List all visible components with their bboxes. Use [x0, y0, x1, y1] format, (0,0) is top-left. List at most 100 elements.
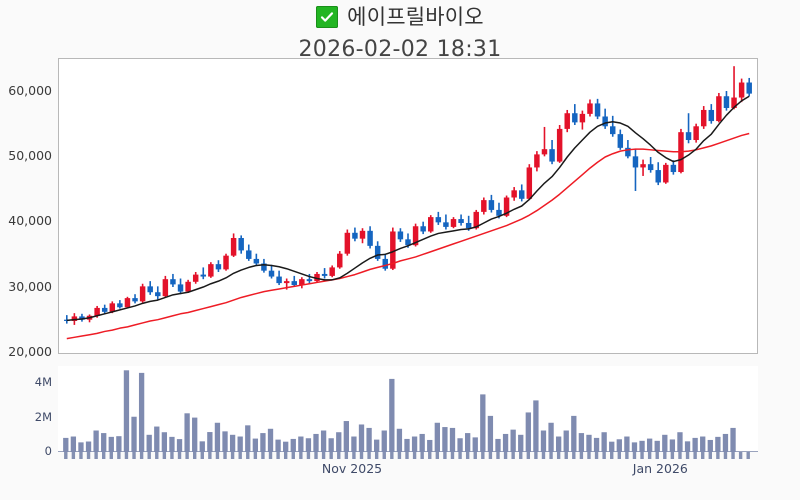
candle-body — [412, 226, 419, 246]
volume-bar — [267, 428, 274, 452]
date-axis-tick-label: Jan 2026 — [632, 461, 688, 476]
candle-body — [94, 307, 100, 316]
candle-body — [617, 134, 624, 148]
candle-body — [405, 239, 411, 246]
timestamp-label: 2026-02-02 18:31 — [298, 37, 502, 62]
volume-bar — [138, 372, 145, 452]
volume-bar — [510, 429, 516, 452]
candle-body — [685, 132, 692, 141]
volume-bar — [343, 421, 349, 452]
volume-bar — [245, 425, 251, 452]
volume-bar — [192, 417, 198, 452]
candle-body — [428, 217, 434, 232]
price-axis-tick-label: 20,000 — [8, 344, 52, 359]
candle-body — [374, 245, 381, 259]
candle-body — [79, 316, 85, 320]
candle-body — [655, 170, 661, 183]
candle-body — [647, 164, 654, 171]
candle-body — [71, 316, 78, 321]
candle-body — [367, 230, 373, 246]
candle-body — [238, 238, 244, 251]
candle-body — [450, 219, 457, 227]
candle-body — [162, 279, 169, 297]
candle-body — [443, 222, 449, 227]
volume-bar — [616, 439, 622, 452]
volume-bar — [358, 424, 365, 452]
candle-body — [246, 250, 252, 259]
volume-bar — [366, 427, 372, 452]
volume-bar — [707, 439, 713, 452]
volume-bar — [169, 436, 175, 452]
candle-body — [435, 217, 442, 223]
volume-bar — [237, 436, 243, 452]
candle-body — [147, 286, 153, 293]
volume-bar — [305, 438, 312, 452]
candle-body — [344, 232, 351, 254]
volume-bar — [442, 427, 448, 452]
green-check-icon — [316, 6, 339, 28]
volume-bar — [449, 427, 456, 452]
price-panel — [58, 58, 758, 354]
volume-bar — [108, 436, 114, 452]
candle-body — [693, 126, 699, 141]
x-axis-tick-strip — [64, 452, 750, 459]
volume-bar — [411, 436, 418, 452]
candle-body — [420, 226, 426, 232]
title-row: 에이프릴바이오 — [316, 2, 484, 32]
candle-body — [481, 200, 487, 212]
candle-body — [314, 273, 320, 282]
volume-bar — [692, 437, 698, 452]
candle-body — [223, 255, 229, 270]
volume-bar — [677, 432, 683, 452]
volume-bar — [161, 432, 168, 452]
candle-body — [602, 116, 608, 127]
volume-bar — [374, 439, 380, 452]
volume-bar — [563, 430, 569, 452]
volume-bar — [480, 394, 486, 452]
ma-short-line — [66, 95, 750, 322]
candle-body — [337, 253, 343, 268]
volume-bar — [662, 434, 668, 452]
candle-body — [382, 258, 388, 269]
volume-bar — [631, 442, 638, 452]
candle-body — [185, 281, 191, 292]
chart-header: 에이프릴바이오 2026-02-02 18:31 — [0, 0, 800, 61]
candle-body — [625, 147, 631, 157]
price-axis-tick-label: 30,000 — [8, 278, 52, 294]
candlestick-plot — [64, 66, 752, 340]
candle-body — [594, 103, 601, 117]
volume-bar — [252, 438, 259, 452]
volume-bar — [586, 434, 592, 452]
volume-bar — [722, 433, 729, 452]
volume-bar — [222, 431, 228, 452]
volume-bar — [654, 440, 660, 452]
volume-bar — [146, 434, 152, 452]
volume-bar — [457, 438, 463, 452]
volume-bar — [381, 430, 387, 452]
volume-bar — [116, 436, 122, 452]
candle-body — [746, 82, 752, 94]
candle-body — [534, 154, 540, 168]
page-title: 에이프릴바이오 — [347, 4, 484, 29]
candle-body — [700, 109, 707, 127]
volume-axis-tick-label: 2M — [34, 409, 52, 424]
candle-body — [503, 197, 510, 216]
candle-body — [215, 264, 222, 270]
volume-bar — [646, 438, 653, 452]
volume-bar — [525, 412, 531, 452]
volume-bar — [593, 437, 600, 452]
candle-body — [268, 270, 275, 277]
volume-bar — [427, 439, 433, 452]
volume-bar-plot — [63, 370, 736, 452]
volume-bar — [229, 434, 236, 452]
candle-body — [230, 238, 237, 256]
volume-axis-tick-label: 0 — [44, 444, 52, 458]
volume-bar — [533, 400, 539, 452]
volume-bar — [624, 436, 630, 452]
volume-bar — [684, 441, 691, 452]
candle-body — [587, 103, 593, 114]
volume-bar — [207, 432, 213, 452]
volume-bar — [131, 416, 137, 452]
candle-body — [200, 274, 207, 277]
volume-bar — [154, 426, 160, 452]
